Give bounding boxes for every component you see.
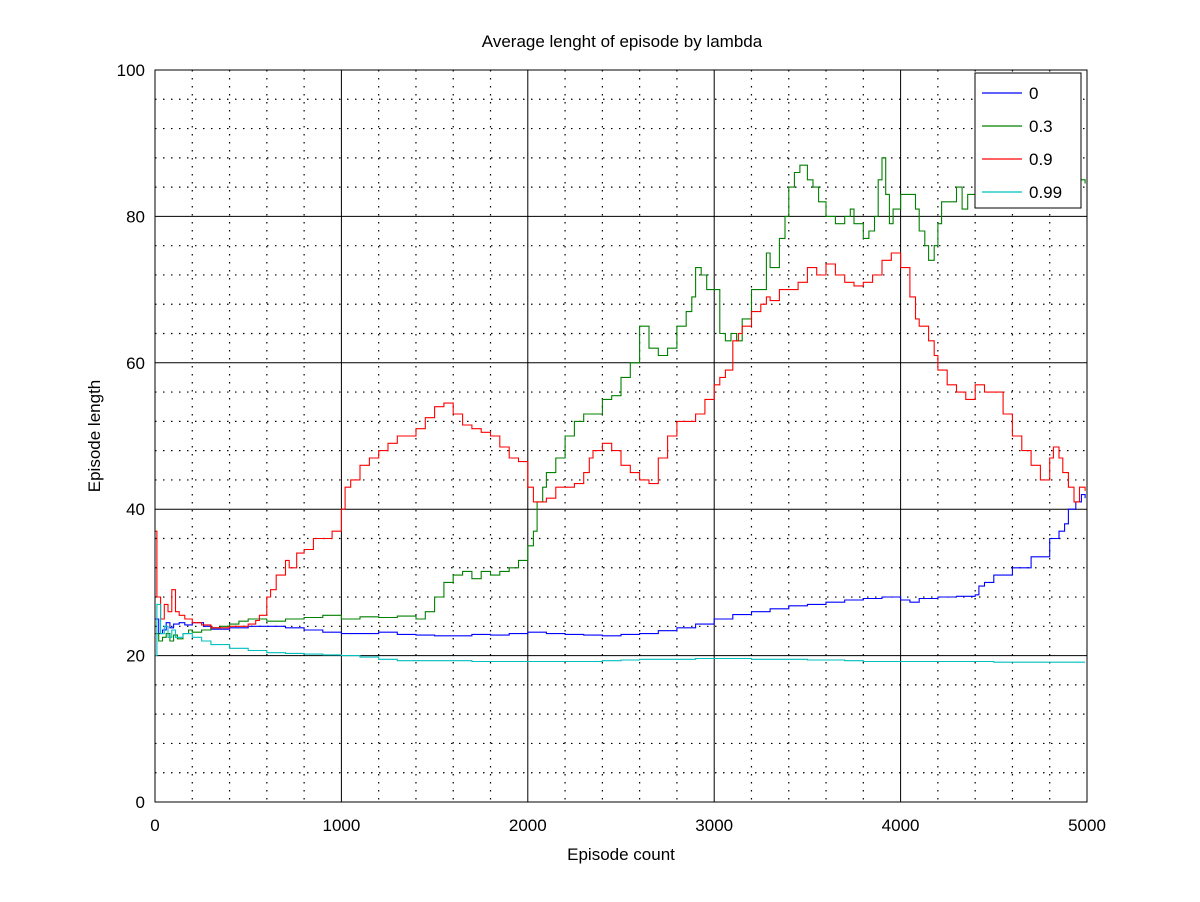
legend-box: [974, 72, 1082, 209]
y-tick-label: 0: [136, 793, 145, 812]
y-tick-label: 100: [117, 61, 145, 80]
series-layer: [155, 106, 1086, 663]
legend-label: 0.9: [1029, 150, 1053, 169]
y-tick-label: 20: [126, 647, 145, 666]
x-axis-ticks: 0 1000 2000 3000 4000 5000: [150, 816, 1106, 835]
x-tick-label: 5000: [1068, 816, 1106, 835]
y-tick-label: 60: [126, 354, 145, 373]
y-tick-label: 40: [126, 500, 145, 519]
series-line-0-9: [155, 252, 1086, 629]
plot-frame: [154, 69, 1088, 803]
y-axis-ticks: 0 20 40 60 80 100: [117, 61, 145, 812]
x-axis-label: Episode count: [567, 845, 675, 864]
legend-label: 0.3: [1029, 117, 1053, 136]
chart-title: Average lenght of episode by lambda: [482, 32, 763, 51]
legend-label: 0.99: [1029, 183, 1062, 202]
y-tick-label: 80: [126, 207, 145, 226]
x-tick-label: 0: [150, 816, 159, 835]
x-tick-label: 1000: [322, 816, 360, 835]
series-line-0: [155, 494, 1086, 637]
x-tick-label: 2000: [509, 816, 547, 835]
series-line-0-99: [155, 603, 1086, 663]
y-axis-label: Episode length: [85, 380, 104, 492]
x-tick-label: 4000: [882, 816, 920, 835]
major-grid: [155, 70, 1087, 802]
minor-grid: [155, 70, 1087, 802]
legend: 0 0.3 0.9 0.99: [974, 72, 1082, 209]
legend-label: 0: [1029, 84, 1038, 103]
x-tick-label: 3000: [695, 816, 733, 835]
